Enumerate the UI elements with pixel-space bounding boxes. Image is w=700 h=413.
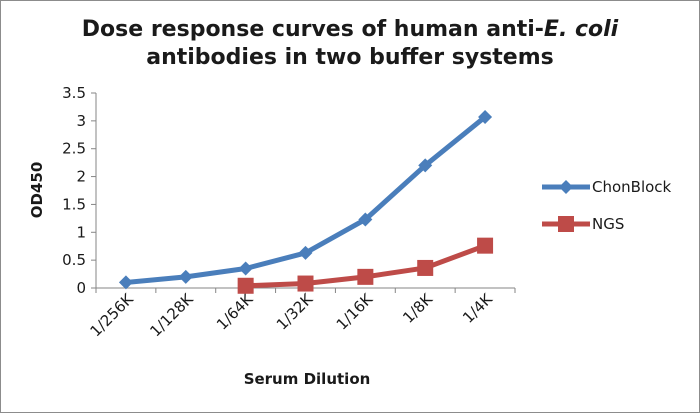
chart-title-line2: antibodies in two buffer systems [146,45,554,70]
x-tick-label: 1/32K [273,289,317,333]
y-ticks: 0 0.5 1 1.5 2 2.5 3 3.5 [62,84,96,297]
chart-title-italic: E. coli [544,17,619,42]
legend-marker [558,216,574,232]
y-tick-label: 2.5 [62,140,86,158]
data-point [417,259,434,276]
x-axis-label: Serum Dilution [244,370,371,388]
y-tick-label: 0.5 [62,251,86,269]
x-tick-label: 1/256K [86,289,137,340]
data-point [478,109,493,124]
series-chonblock [118,109,493,290]
x-tick-label: 1/128K [146,289,197,340]
y-tick-label: 1.5 [62,195,86,213]
y-tick-label: 2 [76,168,86,186]
x-tick-label: 1/16K [333,289,377,333]
series-layer [118,109,494,294]
legend-label: ChonBlock [592,178,672,196]
data-point [358,212,373,227]
x-tick-label: 1/8K [399,289,437,327]
legend-item-ngs: NGS [542,215,624,233]
chart-title-prefix: Dose response curves of human anti- [82,17,544,42]
y-tick-label: 0 [76,279,86,297]
data-point [357,268,374,285]
data-point [237,277,254,294]
y-axis-label: OD450 [28,162,46,219]
data-point [477,237,494,254]
y-tick-label: 1 [76,223,86,241]
legend-marker [559,180,573,194]
legend: ChonBlock NGS [542,178,672,233]
x-tick-label: 1/4K [459,289,497,327]
series-ngs [237,237,494,294]
data-point [118,275,133,290]
legend-label: NGS [592,215,624,233]
legend-item-chonblock: ChonBlock [542,178,672,196]
data-point [178,269,193,284]
x-ticks: 1/256K 1/128K 1/64K 1/32K 1/16K 1/8K 1/4K [86,288,516,340]
data-point [297,275,314,292]
data-point [418,158,433,173]
chart-title-line1: Dose response curves of human anti-E. co… [82,17,619,42]
data-point [298,245,313,260]
data-point [238,261,253,276]
x-tick-label: 1/64K [213,289,257,333]
y-tick-label: 3 [76,112,86,130]
y-tick-label: 3.5 [62,84,86,102]
